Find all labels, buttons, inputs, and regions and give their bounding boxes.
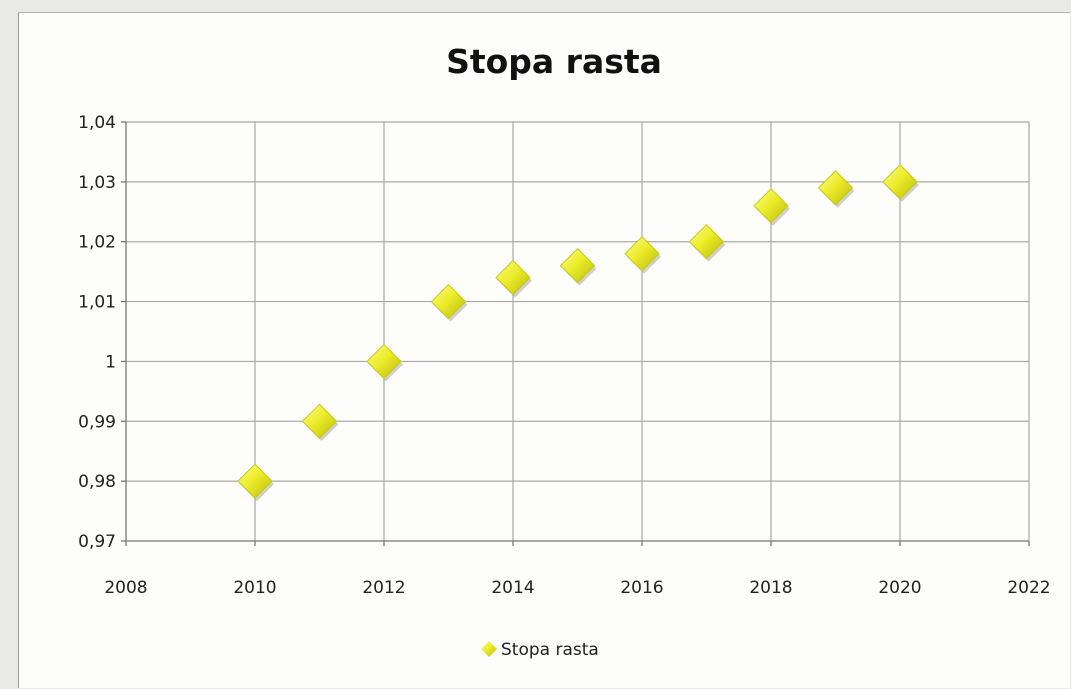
y-tick-label: 1,04 bbox=[78, 113, 116, 133]
data-point bbox=[430, 283, 467, 320]
legend-marker-diamond bbox=[481, 641, 497, 657]
x-tick-label: 2022 bbox=[1007, 578, 1050, 598]
chart-title: Stopa rasta bbox=[446, 42, 662, 81]
data-point bbox=[882, 164, 918, 200]
legend: Stopa rasta bbox=[481, 640, 599, 660]
data-points bbox=[237, 164, 919, 502]
x-tick-label: 2008 bbox=[104, 578, 147, 598]
data-point bbox=[237, 463, 273, 499]
y-tick-label: 1,03 bbox=[78, 173, 116, 193]
data-point bbox=[559, 247, 596, 284]
y-tick-label: 0,99 bbox=[78, 412, 116, 432]
chart-area: Stopa rasta 0,97 0,98 0,99 1 1,01 1,02 1,03 1,0… bbox=[18, 12, 1070, 688]
x-tick-label: 2012 bbox=[362, 578, 405, 598]
data-point bbox=[301, 403, 338, 439]
y-tick-label: 1,02 bbox=[78, 233, 116, 253]
data-point bbox=[495, 259, 531, 296]
data-point bbox=[753, 188, 789, 224]
y-tick-label: 0,98 bbox=[78, 472, 116, 492]
legend-label: Stopa rasta bbox=[501, 640, 599, 660]
axes bbox=[121, 121, 1030, 546]
chart-canvas: Stopa rasta 0,97 0,98 0,99 1 1,01 1,02 1,03 1,0… bbox=[78, 42, 1050, 660]
x-tick-label: 2020 bbox=[878, 578, 921, 598]
x-tick-label: 2018 bbox=[749, 578, 792, 598]
data-point bbox=[688, 224, 725, 260]
tick-labels: 0,97 0,98 0,99 1 1,01 1,02 1,03 1,04 2008 2010 201… bbox=[78, 113, 1050, 598]
data-point bbox=[817, 170, 854, 206]
x-tick-label: 2014 bbox=[491, 578, 534, 598]
y-tick-label: 1 bbox=[105, 352, 116, 372]
y-tick-label: 1,01 bbox=[78, 293, 116, 313]
x-tick-label: 2016 bbox=[620, 578, 663, 598]
x-tick-label: 2010 bbox=[233, 578, 276, 598]
y-tick-label: 0,97 bbox=[78, 532, 116, 552]
data-point bbox=[624, 235, 660, 272]
data-point bbox=[366, 343, 402, 380]
